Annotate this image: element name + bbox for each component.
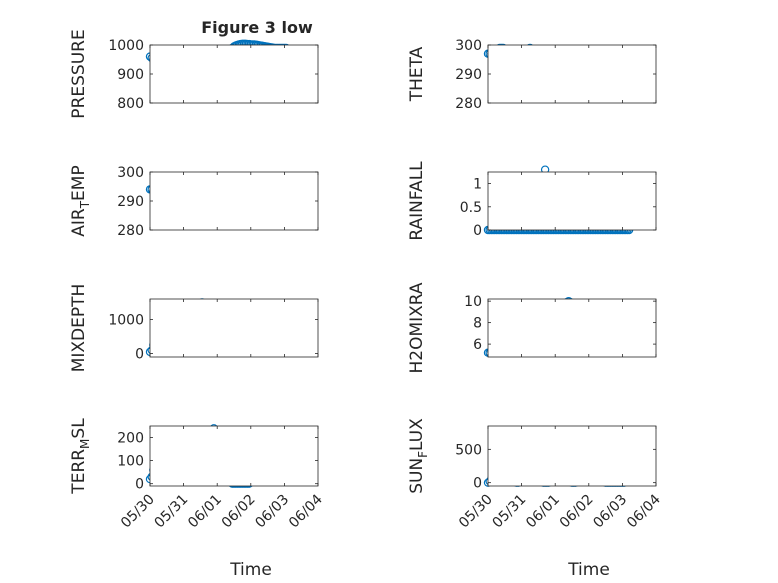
y-axis-label-tail: EMP: [69, 165, 89, 201]
panel-theta: 280 290 300 THETA: [407, 38, 657, 112]
y-axis-label: PRESSURE: [69, 29, 89, 118]
axes-box: [149, 171, 319, 231]
x-tick-label: 05/30: [118, 492, 158, 532]
y-tick-label: 0: [473, 476, 482, 492]
y-axis-label-main: THETA: [407, 46, 427, 102]
axes-box: [149, 425, 319, 487]
y-axis-label: RAINFALL: [407, 161, 427, 241]
x-axis-label: Time: [229, 560, 272, 580]
panel-mixdepth: 0 1000 MIXDEPTH: [69, 284, 319, 373]
y-tick-label: 8: [473, 316, 482, 332]
x-tick-label: 05/31: [152, 492, 192, 532]
y-axis-label: TERRMSL: [69, 418, 92, 495]
x-axis-label: Time: [567, 560, 610, 580]
y-axis-label: THETA: [407, 46, 427, 102]
y-tick-label: 1000: [108, 38, 144, 54]
x-tick-label: 06/02: [219, 492, 259, 532]
y-axis-label: MIXDEPTH: [69, 284, 89, 373]
y-tick-label: 500: [455, 442, 482, 458]
y-tick-label: 300: [117, 165, 144, 181]
panel-pressure: 800 900 1000 PRESSURE Figure 3 low: [69, 18, 319, 119]
y-tick-label: 280: [455, 96, 482, 112]
y-tick-label: 1000: [108, 312, 144, 328]
axes-box: [487, 425, 657, 487]
y-axis-label: SUNFLUX: [407, 418, 430, 494]
y-tick-label: 0: [135, 477, 144, 493]
y-tick-label: 800: [117, 96, 144, 112]
x-tick-label: 06/03: [590, 492, 630, 532]
x-tick-label: 05/30: [456, 492, 496, 532]
y-axis-label-main: H2OMIXRA: [407, 282, 427, 373]
y-axis-label: H2OMIXRA: [407, 282, 427, 373]
y-axis-label-tail: LUX: [407, 418, 427, 451]
y-axis-label-main: AIR: [69, 208, 89, 237]
chart-title: Figure 3 low: [201, 18, 313, 37]
y-tick-label: 290: [455, 67, 482, 83]
y-axis-label-subscript: F: [416, 451, 430, 458]
y-tick-label: 10: [464, 294, 482, 310]
axes-box: [149, 298, 319, 358]
y-tick-label: 290: [117, 194, 144, 210]
y-tick-label: 900: [117, 67, 144, 83]
y-axis-label-main: RAINFALL: [407, 161, 427, 241]
panel-h2omixra: 6 8 10 H2OMIXRA: [407, 282, 657, 374]
x-tick-label: 05/31: [490, 492, 530, 532]
y-axis-label-subscript: M: [78, 439, 92, 449]
y-tick-label: 0.5: [460, 200, 482, 216]
axes-box: [487, 298, 657, 358]
panel-rainfall: 0 0.5 1 RAINFALL: [407, 161, 657, 241]
y-axis-label-subscript: T: [78, 200, 92, 209]
y-tick-label: 6: [473, 337, 482, 353]
panel-air-temp: 280 290 300 AIRTEMP: [69, 165, 319, 239]
y-tick-label: 100: [117, 454, 144, 470]
x-tick-label: 06/03: [252, 492, 292, 532]
y-axis-label-main: PRESSURE: [69, 29, 89, 118]
axes-box: [487, 171, 657, 231]
x-tick-label: 06/02: [557, 492, 597, 532]
x-tick-label: 06/01: [523, 492, 563, 532]
y-axis-label-main: MIXDEPTH: [69, 284, 89, 373]
y-axis-label-main: SUN: [407, 458, 427, 494]
y-tick-label: 0: [135, 347, 144, 363]
axes-box: [149, 44, 319, 104]
x-tick-label: 06/01: [185, 492, 225, 532]
x-tick-label: 06/04: [286, 491, 326, 531]
y-axis-label-tail: SL: [69, 418, 89, 439]
y-tick-label: 200: [117, 431, 144, 447]
y-axis-label-main: TERR: [69, 449, 89, 495]
x-tick-label: 06/04: [624, 491, 664, 531]
y-tick-label: 280: [117, 223, 144, 239]
y-tick-label: 300: [455, 38, 482, 54]
y-tick-label: 0: [473, 223, 482, 239]
y-tick-label: 1: [473, 177, 482, 193]
y-axis-label: AIRTEMP: [69, 165, 92, 236]
axes-box: [487, 44, 657, 104]
